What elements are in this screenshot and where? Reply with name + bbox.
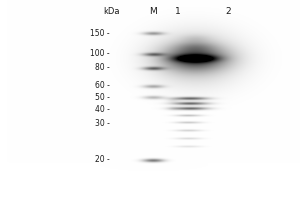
Text: M: M	[149, 7, 157, 16]
Text: 2: 2	[225, 7, 231, 16]
Text: kDa: kDa	[104, 7, 120, 16]
Text: 60 -: 60 -	[95, 82, 110, 90]
Text: 30 -: 30 -	[95, 119, 110, 129]
Text: 80 -: 80 -	[95, 64, 110, 72]
Text: 40 -: 40 -	[95, 106, 110, 114]
Text: 20 -: 20 -	[95, 156, 110, 164]
Text: 50 -: 50 -	[95, 92, 110, 102]
Text: 100 -: 100 -	[90, 49, 110, 58]
Text: 1: 1	[175, 7, 181, 16]
Text: 150 -: 150 -	[90, 28, 110, 38]
